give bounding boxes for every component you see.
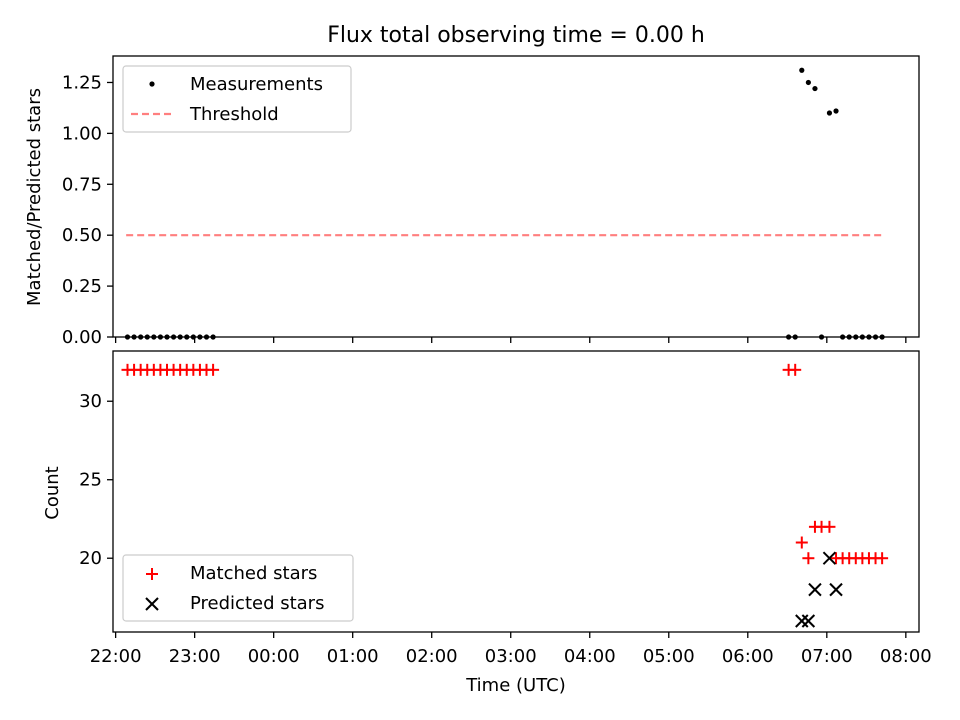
x-tick-label: 01:00 (327, 646, 379, 667)
bottom-y-axis-label: Count (42, 466, 63, 519)
top-y-tick-label: 0.00 (62, 327, 102, 348)
top-y-axis-label: Matched/Predicted stars (24, 88, 45, 306)
legend-threshold-label: Threshold (189, 104, 279, 125)
x-tick-label: 06:00 (722, 646, 774, 667)
measurement-point (872, 334, 879, 340)
measurement-point (203, 334, 210, 340)
legend-measurements-label: Measurements (190, 74, 323, 95)
top-y-tick-label: 1.00 (62, 123, 102, 144)
bottom-x-axis: 22:00 23:00 00:00 01:00 02:00 03:00 04:00 05:00… (90, 632, 932, 667)
matched-star-point (823, 520, 836, 533)
bottom-y-axis: 20 25 30 (79, 391, 113, 569)
legend-matched-marker (146, 568, 158, 580)
measurement-point (164, 334, 170, 340)
top-y-tick-label: 0.75 (62, 174, 102, 195)
top-x-axis-ticks (114, 337, 907, 343)
measurement-point (805, 79, 811, 86)
x-tick-label: 02:00 (406, 646, 458, 667)
measurement-point (124, 334, 131, 340)
matched-star-point (207, 363, 220, 376)
top-panel: 0.00 0.25 0.50 0.75 1.00 1.25 Matched/Predict… (24, 55, 920, 348)
measurement-point (197, 334, 203, 340)
top-y-axis: 0.00 0.25 0.50 0.75 1.00 1.25 (62, 72, 113, 348)
bottom-series (121, 363, 889, 628)
top-y-tick-label: 0.50 (62, 225, 102, 246)
top-legend-box (122, 65, 352, 133)
predicted-star-point (829, 582, 843, 597)
measurement-point (138, 334, 144, 340)
measurement-point (210, 334, 216, 340)
legend-predicted-label: Predicted stars (190, 593, 324, 614)
matched-star-point (789, 363, 802, 376)
measurement-point (818, 334, 825, 340)
bottom-y-tick-label: 30 (79, 391, 102, 412)
top-series (124, 67, 885, 340)
predicted-star-point (801, 614, 816, 628)
x-tick-label: 04:00 (564, 646, 616, 667)
legend-matched-label: Matched stars (190, 563, 317, 584)
measurement-point (131, 334, 137, 340)
measurement-point (826, 110, 833, 116)
x-tick-label: 22:00 (90, 646, 142, 667)
measurement-point (853, 334, 859, 340)
measurement-point (190, 334, 196, 340)
measurement-point (840, 334, 846, 340)
x-tick-label: 00:00 (248, 646, 300, 667)
top-y-tick-label: 0.25 (62, 276, 102, 297)
top-plot-area (112, 55, 920, 338)
x-tick-label: 07:00 (801, 646, 853, 667)
measurement-point (846, 334, 852, 340)
bottom-legend-box (122, 554, 354, 622)
measurement-point (157, 334, 164, 340)
measurement-point (859, 334, 865, 340)
predicted-star-point (795, 614, 809, 628)
x-tick-label: 23:00 (169, 646, 221, 667)
measurement-point (170, 334, 177, 340)
x-tick-label: 03:00 (485, 646, 537, 667)
matched-star-point (802, 552, 815, 565)
measurement-point (792, 334, 798, 340)
legend-predicted-marker (145, 597, 159, 611)
bottom-plot-area (112, 350, 920, 633)
measurement-point (879, 334, 885, 340)
predicted-star-point (808, 582, 822, 597)
bottom-legend: Matched stars Predicted stars (122, 554, 354, 622)
legend-measurements-marker (149, 81, 155, 87)
measurement-point (799, 67, 805, 73)
measurement-point (144, 334, 150, 340)
bottom-panel: 20 25 30 22:00 23:00 00:00 01:00 02:00 03:00 04:… (42, 350, 932, 696)
matched-star-point (876, 552, 889, 565)
bottom-y-tick-label: 20 (79, 548, 102, 569)
x-axis-label: Time (UTC) (465, 675, 566, 696)
x-tick-label: 05:00 (643, 646, 695, 667)
top-y-tick-label: 1.25 (62, 72, 102, 93)
measurement-point (812, 85, 818, 92)
predicted-star-point (822, 551, 837, 565)
measurement-point (833, 108, 839, 114)
matched-star-point (795, 536, 808, 549)
measurement-point (177, 334, 183, 340)
bottom-y-tick-label: 25 (79, 470, 102, 491)
x-tick-label: 08:00 (880, 646, 932, 667)
measurement-point (786, 334, 792, 340)
measurement-point (151, 334, 157, 340)
top-legend: Measurements Threshold (122, 65, 352, 133)
chart-title: Flux total observing time = 0.00 h (327, 23, 705, 48)
measurement-point (184, 334, 190, 340)
measurement-point (866, 334, 872, 340)
